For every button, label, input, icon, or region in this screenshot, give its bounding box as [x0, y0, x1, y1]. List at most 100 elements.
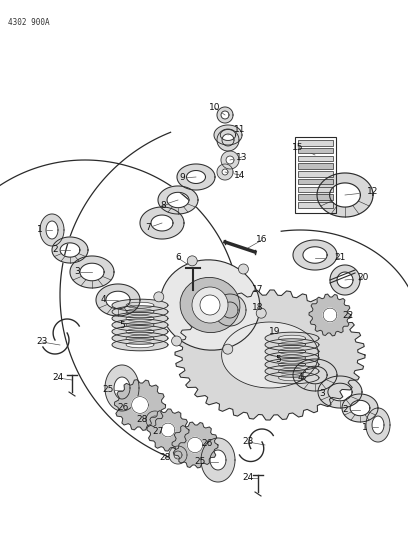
Text: 1: 1 — [37, 225, 43, 235]
Circle shape — [256, 308, 266, 318]
Polygon shape — [52, 237, 88, 263]
Text: 27: 27 — [152, 427, 164, 437]
Text: 23: 23 — [242, 438, 254, 447]
Text: 24: 24 — [242, 473, 254, 482]
Polygon shape — [177, 164, 215, 190]
Text: 1: 1 — [362, 423, 368, 432]
Ellipse shape — [180, 277, 240, 333]
Polygon shape — [265, 345, 319, 358]
Text: 2: 2 — [52, 246, 58, 254]
Bar — [297, 140, 333, 146]
Polygon shape — [265, 332, 319, 344]
Bar — [297, 179, 333, 184]
Polygon shape — [169, 446, 187, 464]
Text: 8: 8 — [160, 200, 166, 209]
Text: 13: 13 — [236, 152, 248, 161]
Polygon shape — [323, 308, 337, 322]
Circle shape — [154, 292, 164, 302]
Text: 9: 9 — [179, 174, 185, 182]
Text: 28: 28 — [136, 416, 148, 424]
Polygon shape — [317, 173, 373, 217]
Circle shape — [200, 295, 220, 315]
Circle shape — [223, 344, 233, 354]
Bar — [297, 195, 333, 200]
Text: 16: 16 — [256, 236, 268, 245]
Text: 12: 12 — [367, 188, 379, 197]
Text: 26: 26 — [201, 439, 213, 448]
Polygon shape — [158, 186, 198, 214]
Polygon shape — [366, 408, 390, 442]
Polygon shape — [222, 322, 318, 388]
Text: 19: 19 — [269, 327, 281, 336]
Text: 4: 4 — [100, 295, 106, 304]
Polygon shape — [112, 319, 168, 331]
Polygon shape — [140, 207, 184, 239]
Text: 17: 17 — [252, 286, 264, 295]
Bar — [297, 163, 333, 169]
Circle shape — [187, 256, 197, 266]
Polygon shape — [214, 294, 246, 326]
Polygon shape — [112, 326, 168, 337]
Polygon shape — [175, 290, 365, 420]
Polygon shape — [330, 265, 360, 295]
Text: 4: 4 — [297, 373, 303, 382]
Polygon shape — [112, 339, 168, 351]
Polygon shape — [161, 423, 175, 437]
Polygon shape — [40, 214, 64, 246]
Text: 24: 24 — [52, 374, 64, 383]
Text: 3: 3 — [319, 389, 325, 398]
Text: 21: 21 — [334, 254, 346, 262]
Text: 20: 20 — [357, 273, 369, 282]
Polygon shape — [115, 379, 166, 430]
Polygon shape — [147, 409, 189, 451]
Bar — [297, 156, 333, 161]
Text: 22: 22 — [342, 311, 354, 319]
Text: 2: 2 — [342, 406, 348, 415]
Polygon shape — [214, 125, 242, 145]
Polygon shape — [70, 256, 114, 288]
Text: 23: 23 — [36, 337, 48, 346]
Text: 11: 11 — [234, 125, 246, 134]
Polygon shape — [265, 365, 319, 377]
Polygon shape — [342, 394, 378, 422]
Polygon shape — [96, 284, 140, 316]
Polygon shape — [265, 339, 319, 351]
Polygon shape — [217, 129, 239, 151]
Text: 4302 900A: 4302 900A — [8, 18, 50, 27]
Text: 5: 5 — [119, 320, 125, 329]
Text: 28: 28 — [159, 454, 171, 463]
Polygon shape — [132, 397, 149, 414]
Circle shape — [192, 287, 228, 323]
Polygon shape — [265, 372, 319, 384]
Polygon shape — [293, 359, 337, 391]
Circle shape — [172, 336, 182, 346]
Bar — [297, 148, 333, 154]
Polygon shape — [293, 240, 337, 270]
Bar — [297, 187, 333, 192]
Text: 25: 25 — [194, 457, 206, 466]
Circle shape — [238, 264, 248, 274]
Polygon shape — [146, 411, 164, 429]
Text: 15: 15 — [292, 142, 304, 151]
Polygon shape — [105, 365, 139, 411]
Polygon shape — [217, 107, 233, 123]
Polygon shape — [318, 376, 362, 408]
Polygon shape — [172, 422, 218, 468]
Bar — [297, 202, 333, 208]
Text: 18: 18 — [252, 303, 264, 311]
Text: 7: 7 — [145, 223, 151, 232]
Text: 5: 5 — [275, 356, 281, 365]
Text: 10: 10 — [209, 103, 221, 112]
Text: 26: 26 — [118, 403, 129, 413]
Polygon shape — [112, 306, 168, 318]
Polygon shape — [221, 151, 239, 169]
Polygon shape — [265, 359, 319, 370]
Text: 3: 3 — [74, 268, 80, 277]
Polygon shape — [112, 299, 168, 311]
Polygon shape — [201, 438, 235, 482]
Ellipse shape — [160, 260, 260, 350]
Polygon shape — [112, 332, 168, 344]
Polygon shape — [112, 312, 168, 325]
Text: 25: 25 — [102, 385, 114, 394]
Text: 14: 14 — [234, 171, 246, 180]
